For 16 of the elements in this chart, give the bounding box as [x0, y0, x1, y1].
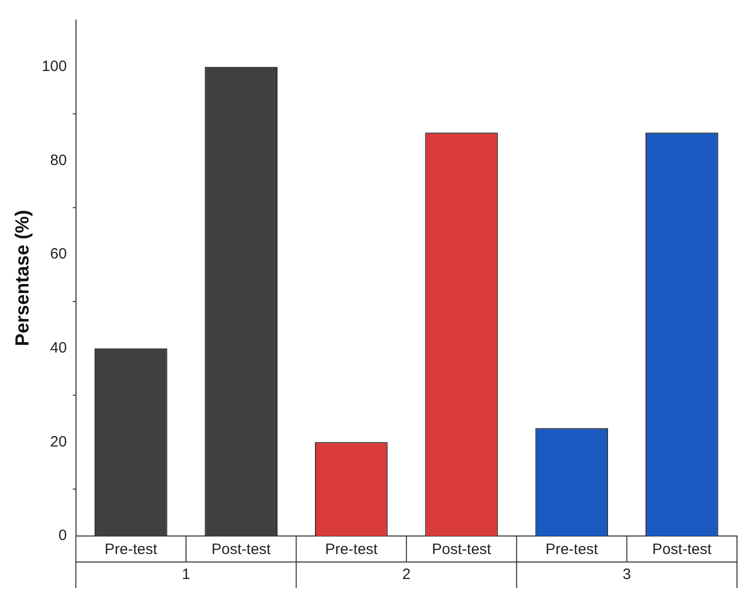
- x-tick-label: Pre-test: [545, 541, 599, 558]
- x-tick-label: Pre-test: [104, 541, 158, 558]
- x-tick-label: Post-test: [432, 541, 492, 558]
- x-tick-label: Post-test: [652, 541, 712, 558]
- y-tick-label: 0: [58, 527, 67, 544]
- y-tick-label: 80: [50, 152, 67, 169]
- y-tick-label: 60: [50, 246, 67, 263]
- text: 3: [622, 566, 631, 584]
- y-axis-title: Persentase (%): [12, 210, 34, 346]
- y-tick-label: 20: [50, 433, 67, 450]
- y-tick-label: 40: [50, 340, 67, 357]
- y-tick-label: 100: [42, 58, 67, 76]
- text: 1: [182, 566, 190, 584]
- text: 2: [402, 566, 411, 584]
- x-tick-label: Pre-test: [325, 541, 378, 558]
- x-tick-label: Post-test: [212, 541, 272, 558]
